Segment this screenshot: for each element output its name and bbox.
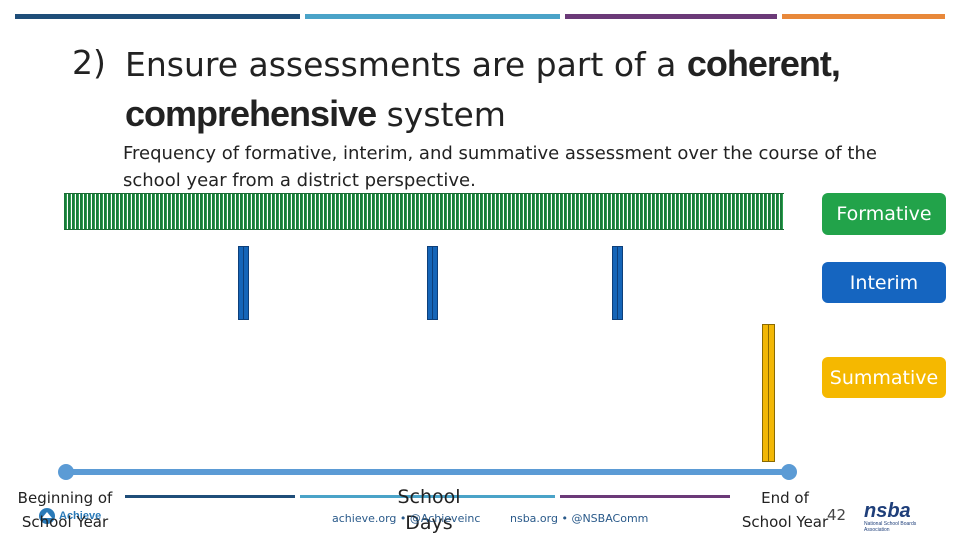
title-line-1-bold: coherent, [686,43,841,84]
interim-assessment-bar-3 [612,246,623,320]
summative-assessment-bar [762,324,775,462]
achieve-logo-text: Achieve [59,510,102,522]
start-label-line-1: Beginning of [17,489,113,507]
timeline-start-dot [58,464,74,480]
top-accent-bar-orange [782,14,945,19]
footer-achieve-text: achieve.org • @Achieveinc [332,512,481,525]
nsba-logo-text: nsba [864,500,911,522]
footer-accent-bar-purple [560,495,730,498]
nsba-logo-subtext: National School Boards Association [864,521,917,533]
formative-assessment-band [64,193,784,230]
timeline-axis [66,469,790,475]
title-line-1-plain: Ensure assessments are part of a [125,45,687,84]
footer-accent-bar-navy [125,495,295,498]
mid-label-line-1: School [397,486,461,508]
top-accent-bar-teal [305,14,560,19]
timeline-start-label: Beginning of School Year [10,486,120,534]
start-label-line-2: School Year [21,513,109,531]
top-accent-bar-navy [15,14,300,19]
page-number: 42 [827,506,847,524]
interim-assessment-bar-2 [427,246,438,320]
footer-nsba-text: nsba.org • @NSBAComm [510,512,649,525]
achieve-logo-icon [39,508,55,524]
top-accent-bar-purple [565,14,777,19]
nsba-logo: nsba National School Boards Association [864,500,928,533]
title-line-2: comprehensive system [125,93,506,135]
legend-formative: Formative [822,193,946,235]
timeline-end-dot [781,464,797,480]
end-label-line-2: School Year [741,513,829,531]
legend-summative: Summative [822,357,946,398]
legend-interim: Interim [822,262,946,303]
title-line-1: Ensure assessments are part of a coheren… [125,43,841,85]
end-label-line-1: End of [761,489,809,507]
title-line-2-plain: system [376,95,506,134]
interim-assessment-bar-1 [238,246,249,320]
achieve-logo: Achieve [38,505,108,527]
title-line-2-bold: comprehensive [125,93,377,134]
timeline-end-label: End of School Year [730,486,840,534]
timeline-mid-label: School Days [386,484,472,536]
footer-accent-bar-teal [300,495,555,498]
mid-label-line-2: Days [405,512,453,534]
slide-subtitle: Frequency of formative, interim, and sum… [123,143,877,191]
title-number: 2) [72,43,106,82]
